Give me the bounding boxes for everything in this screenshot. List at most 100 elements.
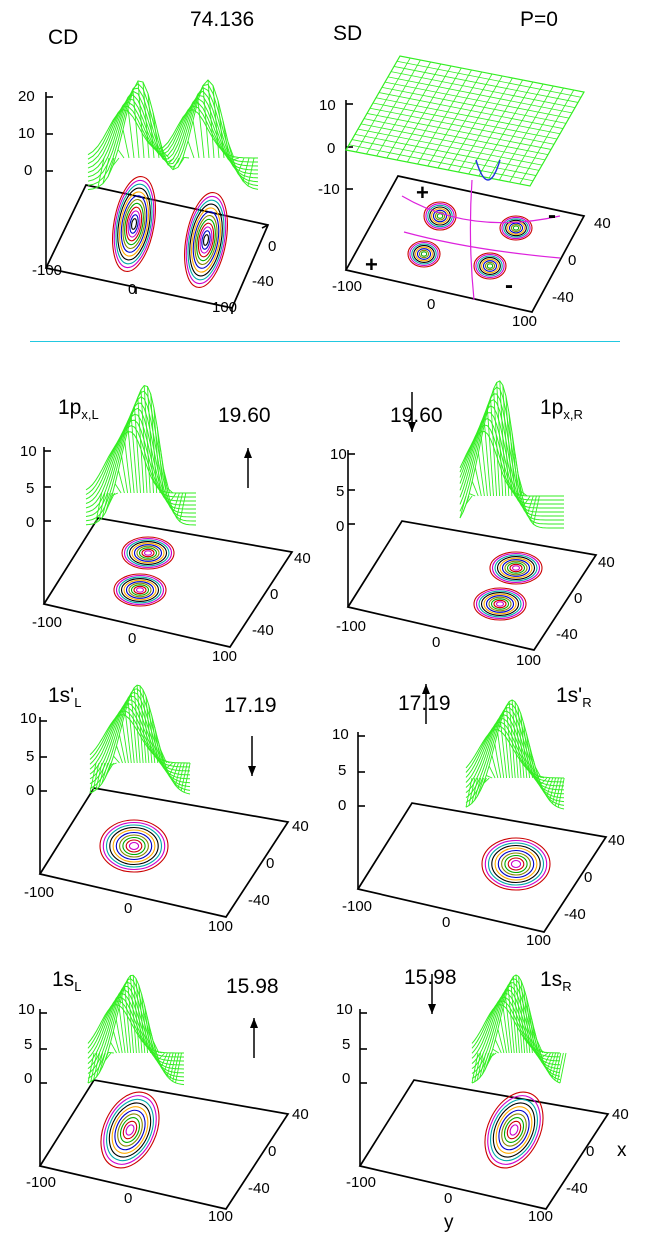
panel-1s-l-surface-col-16: [132, 975, 140, 1054]
p2-xtick-mid: 0: [574, 590, 583, 607]
sd-lobe-1-contour-0: [423, 201, 457, 231]
panel-1px-l-surface-col-21: [153, 407, 161, 494]
cd-surface-col-24: [207, 79, 215, 159]
panel-1sp-r-surface-col-13: [503, 713, 510, 779]
sd-base-plane: [344, 175, 586, 313]
orbital-label-1: 1px,L: [58, 396, 99, 422]
sd-lobe-1-contour-1: [425, 203, 455, 229]
cd-surface-col-8: [127, 108, 135, 159]
panel-1px-r-surface-col-16: [508, 412, 516, 497]
sd-mesh-b-16: [509, 87, 564, 183]
panel-1px-l-lobe-0-contour-9: [143, 550, 153, 556]
panel-1s-r-lobe-0-contour-3: [492, 1102, 536, 1158]
panel-1sp-r-surface-col-11: [497, 732, 505, 779]
panel-1sp-r-surface-col-17: [514, 701, 522, 779]
panel-1sp-l-surface-row-1: [89, 688, 191, 791]
spin-arrow-6-head: [428, 1004, 436, 1014]
panel-1sp-l-surface-col-20: [148, 705, 156, 764]
panel-1s-r-lobe-0-contour-8: [506, 1120, 522, 1140]
p6-xtick-pos: 40: [612, 1106, 629, 1123]
p2-ztick-10: 10: [330, 446, 347, 463]
panel-1s-r-surface-col-27: [541, 1052, 549, 1058]
panel-1px-r-lobe-0-contour-2: [494, 554, 538, 582]
panel-1s-l-surface-col-31: [175, 1052, 182, 1083]
panel-1px-l-surface-row-5: [85, 413, 196, 506]
panel-1s-l-surface-col-25: [158, 1052, 165, 1060]
cd-right-lobe-contour-0: [184, 192, 228, 288]
panel-1sp-r-lobe-0-contour-7: [504, 854, 528, 874]
p1-ytick-mid: 0: [128, 630, 137, 647]
panel-1s-r-surface-col-31: [551, 1052, 559, 1078]
panel-1s-r-surface-row-8: [471, 1004, 561, 1054]
panel-1sp-r-lobe-0-contour-6: [501, 852, 531, 876]
sd-mesh-a-17: [396, 60, 582, 98]
panel-1sp-r-surface-col-30: [552, 777, 559, 804]
panel-1px-l-lobe-1-contour-2: [118, 576, 162, 604]
p5-ytick-mid: 0: [124, 1190, 133, 1207]
sd-sign-4: -: [505, 272, 513, 299]
panel-1px-r-surface-col-22: [526, 495, 534, 515]
sd-ytick-mid: 0: [427, 296, 436, 313]
panel-1s-l-surface-col-20: [144, 1005, 151, 1054]
panel-1s-l-surface-row-7: [87, 1000, 184, 1058]
panel-1px-r-lobe-0-contour-1: [491, 552, 541, 584]
panel-1s-r-surface-col-34: [559, 1052, 567, 1084]
panel-1sp-l-surface-col-0: [89, 762, 97, 794]
p1-xtick-pos: 40: [294, 550, 311, 567]
cd-left-lobe-contour-9: [127, 210, 141, 238]
panel-1s-r-surface-col-26: [539, 1048, 546, 1054]
panel-1px-r-surface-col-24: [532, 495, 540, 525]
sd-lobe-1-contour-2: [427, 204, 453, 228]
cd-surface-col-7: [122, 129, 130, 159]
panel-1sp-r-lobe-0-contour-9: [510, 859, 522, 869]
panel-1s-l-base-plane: [38, 1079, 290, 1210]
cd-surface-col-19: [182, 156, 190, 159]
p4-xtick-pos: 40: [608, 832, 625, 849]
sd-lobe-4-contour-2: [477, 255, 503, 277]
panel-1sp-l-surface-col-22: [154, 727, 162, 764]
total-energy: 74.136: [190, 8, 255, 31]
sd-lobe-4-contour-1: [475, 253, 505, 279]
panel-1sp-r-lobe-0-contour-1: [484, 839, 548, 889]
panel-1px-l-lobe-0-contour-2: [126, 539, 170, 567]
panel-1px-l-surface-row-4: [85, 407, 196, 510]
panel-1s-l-surface-col-30: [172, 1052, 180, 1082]
p6-ytick-mid: 0: [444, 1190, 453, 1207]
panel-1px-r-surface-col-6: [477, 452, 485, 497]
p5-ztick-5: 5: [24, 1036, 33, 1053]
panel-1px-r-base-plane: [346, 520, 598, 651]
panel-1px-l-surface-col-25: [166, 487, 174, 494]
panel-1px-r-lobe-0-contour-0: [489, 551, 543, 585]
cd-surface-col-25: [212, 85, 220, 159]
panel-1sp-r-lobe-0-contour-4: [494, 847, 538, 881]
panel-1sp-l-lobe-0-contour-5: [115, 831, 153, 861]
panel-1sp-l-surface-col-28: [171, 762, 179, 781]
panel-1sp-r-surface-row-4: [465, 714, 565, 795]
p5-xtick-pos: 40: [292, 1106, 309, 1123]
panel-1px-l-lobe-0-contour-4: [131, 542, 165, 564]
panel-1px-l-surface-col-22: [156, 426, 164, 494]
cd-left-lobe-contour-4: [119, 191, 149, 257]
sd-negative-dip: [475, 159, 501, 181]
sd-lobe-3-contour-6: [418, 249, 430, 259]
panel-1sp-r-surface-col-31: [554, 777, 562, 806]
panel-1s-l-surface-col-23: [152, 1040, 160, 1054]
p4-ytick-pos: 100: [526, 932, 552, 949]
panel-1px-l-surface-row-6: [85, 419, 196, 502]
panel-1px-r-lobe-1-contour-5: [485, 595, 515, 613]
panel-1s-l-lobe-0-contour-9: [125, 1124, 135, 1136]
panel-1px-r-surface-col-15: [505, 395, 513, 497]
sd-lobe-3-contour-1: [409, 241, 439, 267]
panel-1s-r-lobe-0-contour-6: [501, 1113, 527, 1147]
p4-ztick-5: 5: [338, 762, 347, 779]
sd-sign-1: +: [416, 180, 429, 205]
panel-1sp-r-surface-col-26: [540, 777, 548, 785]
p1-xtick-mid: 0: [270, 586, 279, 603]
panel-1s-r-surface-col-20: [523, 987, 531, 1054]
sd-lobe-3-contour-2: [411, 243, 437, 265]
panel-1s-r-surface-col-2: [476, 1052, 484, 1081]
cd-right-lobe-contour-7: [196, 218, 216, 262]
panel-1s-l-surface-col-17: [135, 978, 143, 1054]
panel-1s-l-lobe-0-contour-7: [119, 1117, 141, 1143]
